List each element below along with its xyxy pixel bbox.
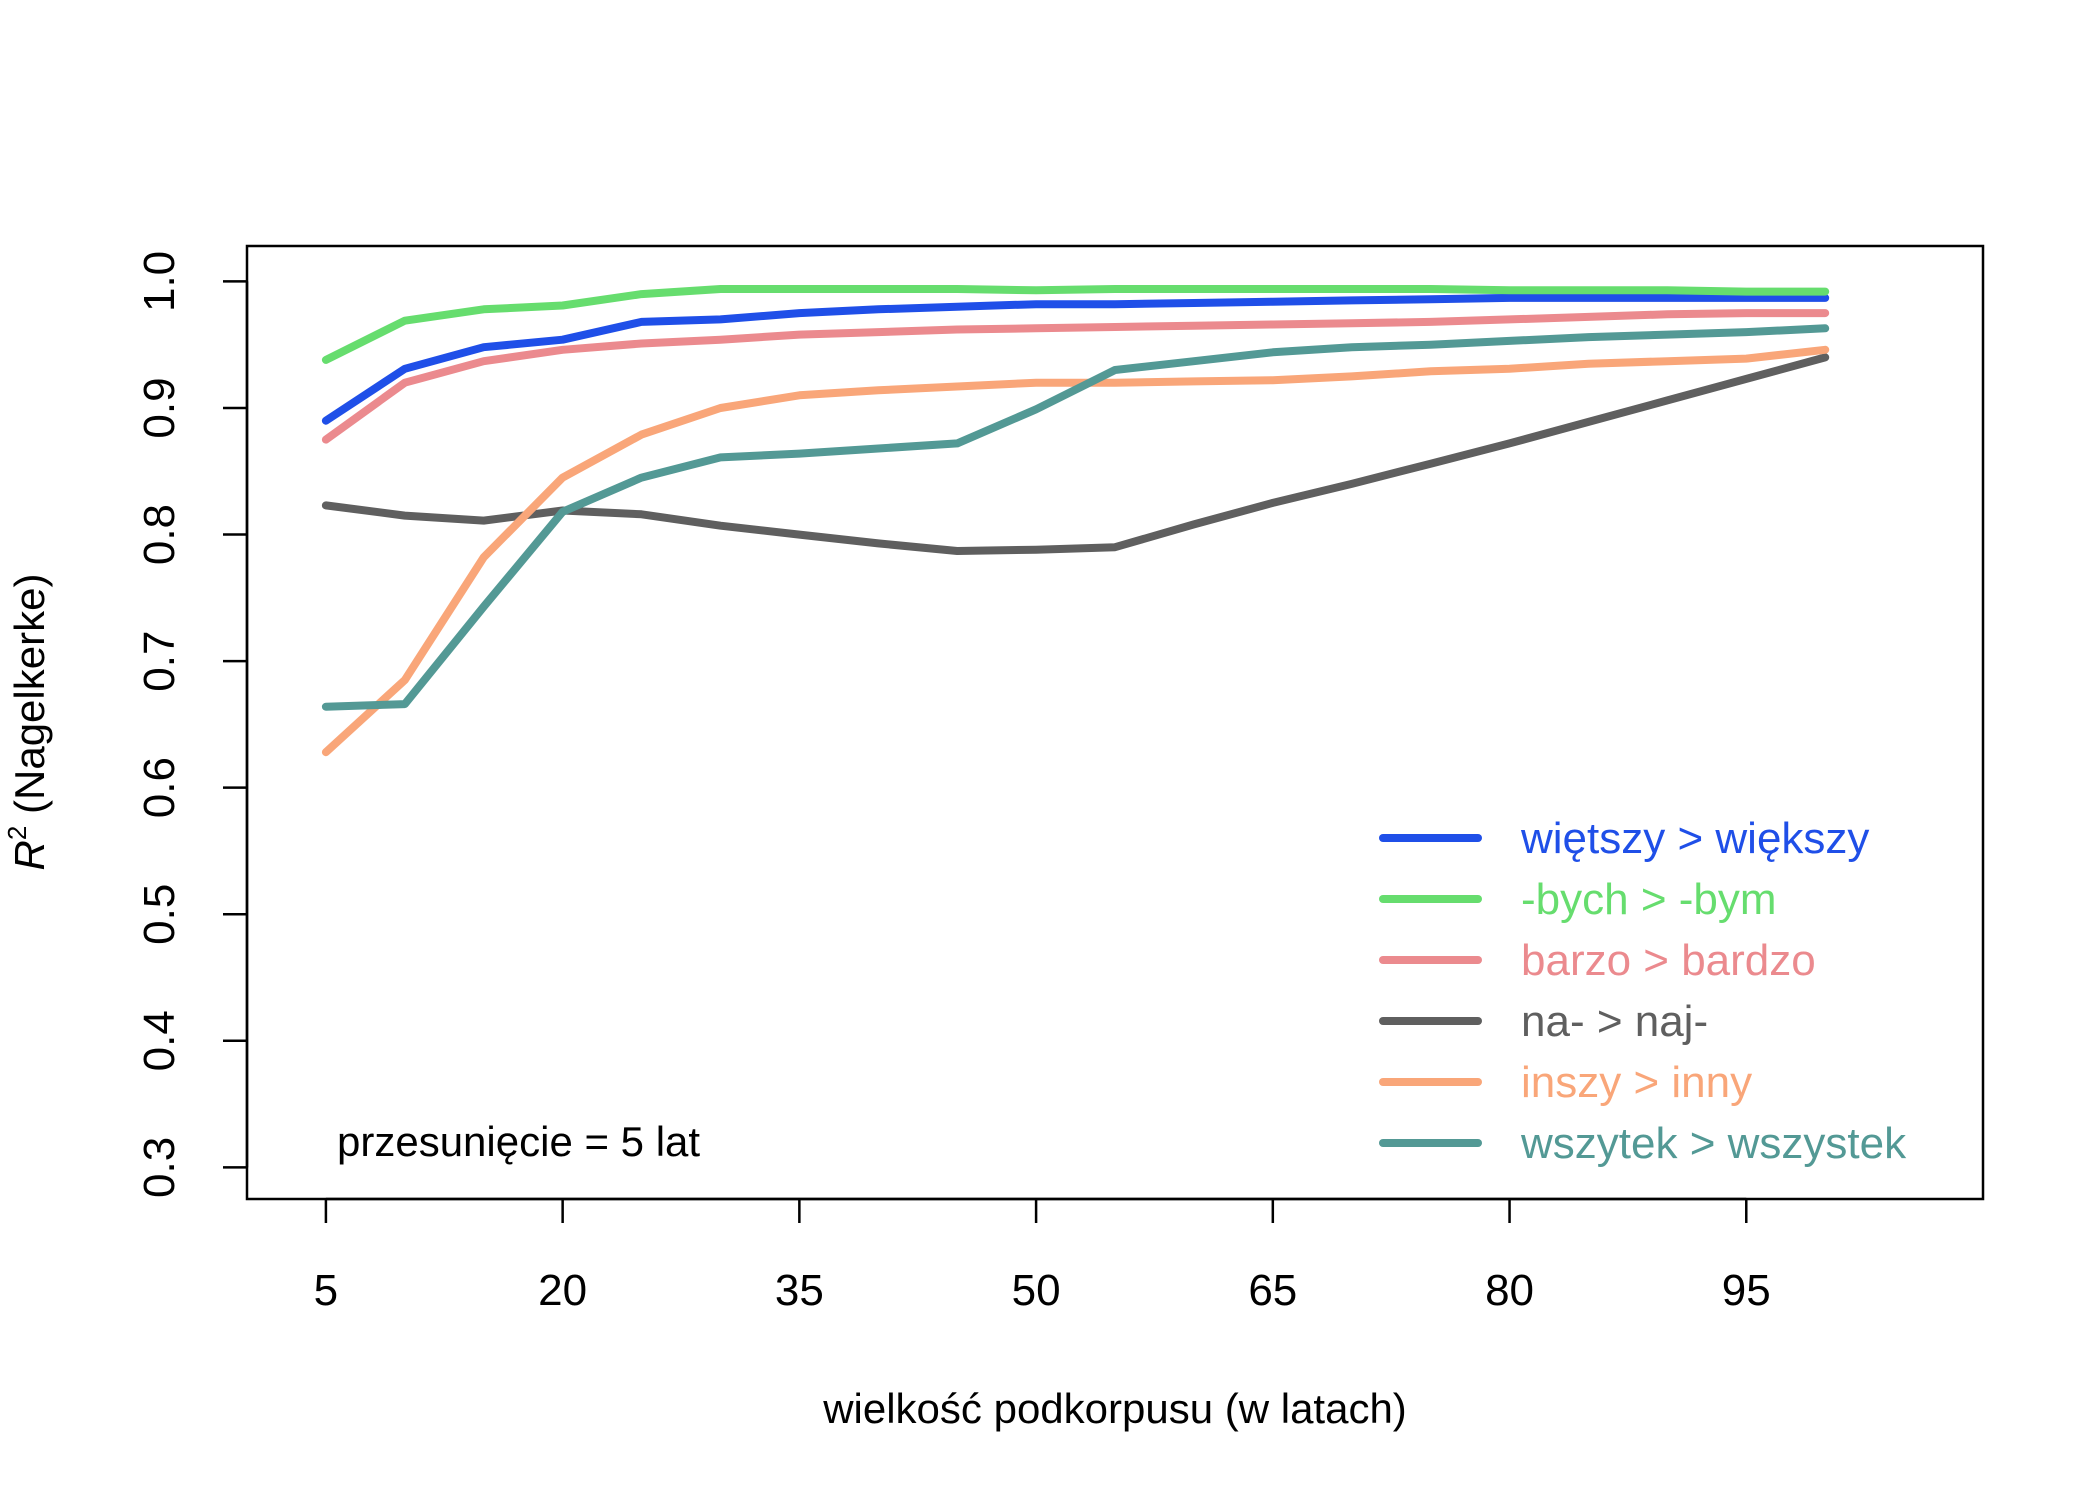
y-axis: 0.3 0.4 0.5 0.6 0.7 0.8 0.9 1.0 [135, 251, 249, 1198]
x-tick-label: 50 [1012, 1266, 1061, 1315]
x-axis: 5 20 35 50 65 80 95 [314, 1197, 1771, 1315]
legend-label-3: barzo > bardzo [1521, 936, 1816, 985]
y-tick-label: 0.4 [135, 1010, 184, 1071]
legend-label-2: -bych > -bym [1521, 875, 1777, 924]
y-axis-title: R2 (Nagelkerke) [2, 574, 53, 871]
x-axis-title: wielkość podkorpusu (w latach) [822, 1385, 1407, 1432]
x-tick-label: 5 [314, 1266, 338, 1315]
y-tick-label: 0.7 [135, 631, 184, 692]
x-tick-label: 35 [775, 1266, 824, 1315]
y-axis-title-text: (Nagelkerke) [6, 574, 53, 826]
series-line-4 [321, 353, 1830, 555]
x-tick-label: 95 [1722, 1266, 1771, 1315]
y-tick-label: 0.8 [135, 504, 184, 565]
x-tick-label: 65 [1248, 1266, 1297, 1315]
y-tick-label: 0.9 [135, 377, 184, 438]
y-tick-label: 1.0 [135, 251, 184, 312]
series-line-6 [321, 324, 1830, 711]
series-line-5 [321, 345, 1830, 757]
legend: więtszy > większy -bych > -bym barzo > bar… [1379, 814, 1907, 1168]
legend-label-4: na- > naj- [1521, 997, 1708, 1046]
legend-label-6: wszytek > wszystek [1520, 1119, 1907, 1168]
y-tick-label: 0.5 [135, 884, 184, 945]
shift-annotation: przesunięcie = 5 lat [337, 1118, 700, 1165]
legend-label-1: więtszy > większy [1520, 814, 1869, 863]
series-line-1 [321, 293, 1830, 425]
x-tick-label: 80 [1485, 1266, 1534, 1315]
series-line-2 [321, 285, 1830, 364]
y-axis-title-symbol: R [6, 840, 53, 870]
legend-label-5: inszy > inny [1521, 1058, 1752, 1107]
x-tick-label: 20 [538, 1266, 587, 1315]
series-layer [321, 285, 1830, 757]
y-tick-label: 0.6 [135, 757, 184, 818]
series-line-3 [321, 309, 1830, 444]
y-tick-label: 0.3 [135, 1137, 184, 1198]
y-axis-title-superscript: 2 [2, 826, 32, 840]
